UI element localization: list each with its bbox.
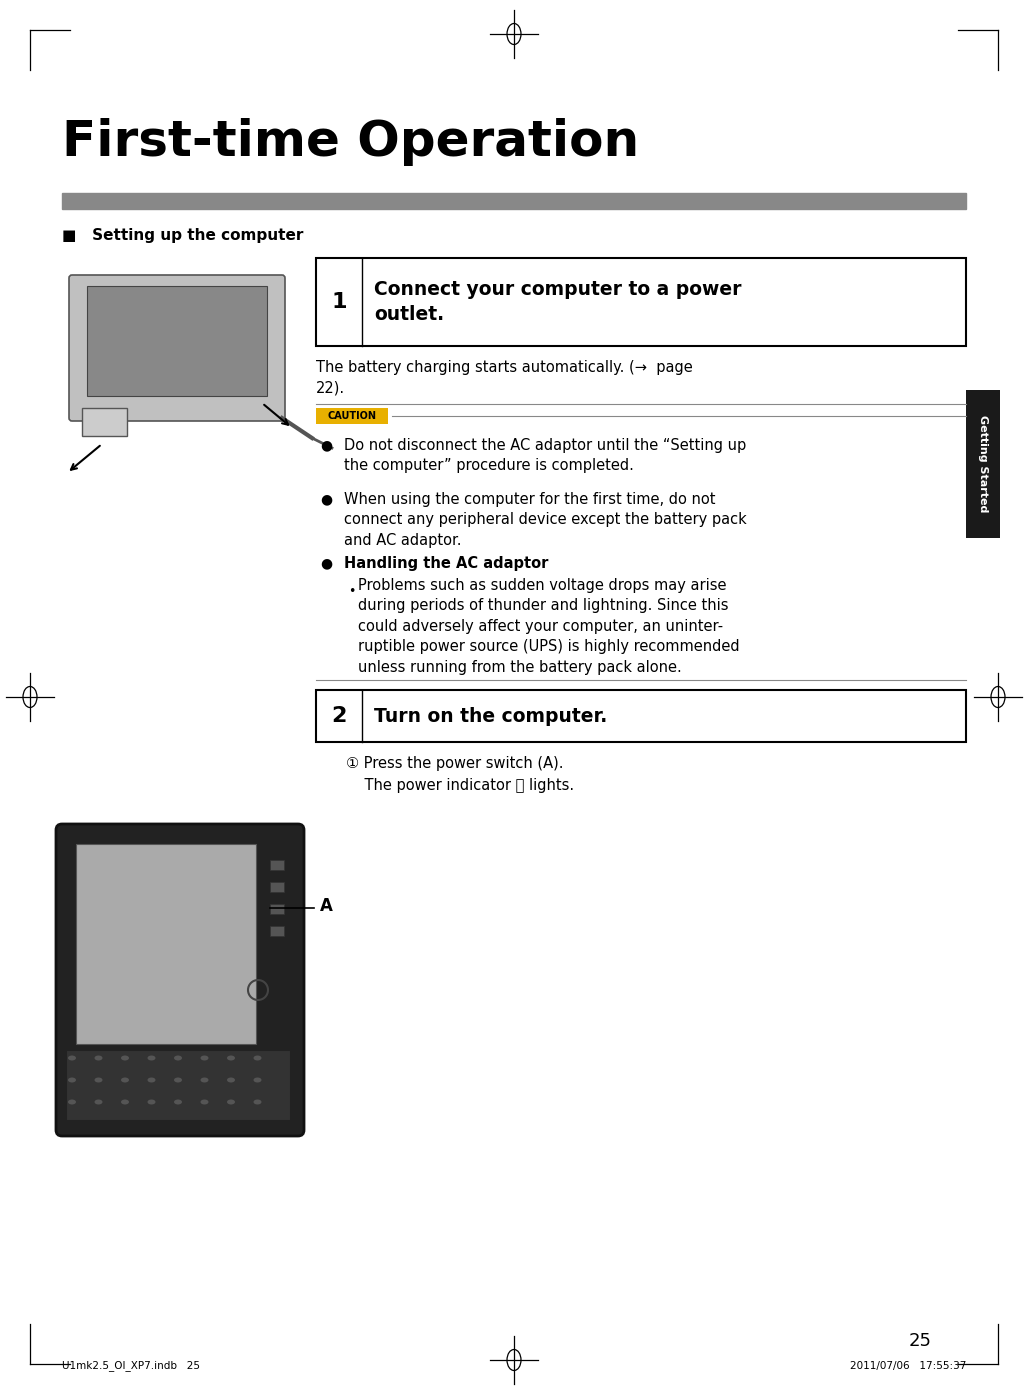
Ellipse shape — [227, 1100, 235, 1104]
Ellipse shape — [254, 1100, 261, 1104]
Text: •: • — [348, 585, 356, 598]
Ellipse shape — [200, 1055, 209, 1061]
Bar — [316, 408, 388, 424]
FancyBboxPatch shape — [69, 275, 285, 421]
Bar — [316, 258, 966, 346]
Text: ●: ● — [320, 438, 332, 452]
Text: ●: ● — [320, 556, 332, 570]
Text: Turn on the computer.: Turn on the computer. — [374, 707, 608, 725]
Ellipse shape — [254, 1055, 261, 1061]
Bar — [270, 860, 284, 870]
Text: First-time Operation: First-time Operation — [62, 118, 639, 166]
Ellipse shape — [147, 1055, 155, 1061]
Text: Connect your computer to a power
outlet.: Connect your computer to a power outlet. — [374, 280, 741, 323]
Ellipse shape — [147, 1078, 155, 1083]
Ellipse shape — [95, 1100, 103, 1104]
Ellipse shape — [68, 1055, 76, 1061]
Ellipse shape — [121, 1055, 128, 1061]
Bar — [316, 690, 966, 742]
Ellipse shape — [68, 1100, 76, 1104]
Bar — [966, 390, 1000, 538]
Text: A: A — [320, 896, 333, 914]
Ellipse shape — [200, 1100, 209, 1104]
Bar — [76, 843, 256, 1044]
Text: U1mk2.5_OI_XP7.indb   25: U1mk2.5_OI_XP7.indb 25 — [62, 1361, 200, 1372]
Text: 2011/07/06   17:55:37: 2011/07/06 17:55:37 — [849, 1361, 966, 1372]
Ellipse shape — [68, 1078, 76, 1083]
Ellipse shape — [121, 1078, 128, 1083]
Text: 2: 2 — [331, 705, 346, 726]
Ellipse shape — [147, 1100, 155, 1104]
Text: ■   Setting up the computer: ■ Setting up the computer — [62, 229, 303, 243]
Bar — [270, 882, 284, 892]
Text: Getting Started: Getting Started — [978, 415, 988, 513]
Text: The battery charging starts automatically. (→  page
22).: The battery charging starts automaticall… — [316, 360, 693, 396]
Ellipse shape — [227, 1078, 235, 1083]
Bar — [62, 192, 966, 209]
Ellipse shape — [95, 1078, 103, 1083]
Bar — [270, 903, 284, 914]
Bar — [82, 408, 127, 436]
Ellipse shape — [95, 1055, 103, 1061]
Text: ●: ● — [320, 492, 332, 506]
Ellipse shape — [200, 1078, 209, 1083]
Ellipse shape — [227, 1055, 235, 1061]
Text: ① Press the power switch (A).: ① Press the power switch (A). — [346, 756, 563, 771]
Text: Problems such as sudden voltage drops may arise
during periods of thunder and li: Problems such as sudden voltage drops ma… — [358, 579, 739, 675]
Bar — [87, 286, 267, 396]
Text: Do not disconnect the AC adaptor until the “Setting up
the computer” procedure i: Do not disconnect the AC adaptor until t… — [344, 438, 746, 474]
Text: The power indicator Ⓟ lights.: The power indicator Ⓟ lights. — [346, 778, 574, 793]
Ellipse shape — [254, 1078, 261, 1083]
Text: 1: 1 — [331, 291, 346, 312]
Text: When using the computer for the first time, do not
connect any peripheral device: When using the computer for the first ti… — [344, 492, 746, 548]
Text: CAUTION: CAUTION — [328, 411, 376, 421]
Bar — [66, 1050, 290, 1119]
Text: 25: 25 — [909, 1333, 931, 1349]
Ellipse shape — [174, 1100, 182, 1104]
Ellipse shape — [121, 1100, 128, 1104]
Bar — [270, 926, 284, 935]
FancyBboxPatch shape — [56, 824, 304, 1136]
Text: Handling the AC adaptor: Handling the AC adaptor — [344, 556, 548, 572]
Ellipse shape — [174, 1078, 182, 1083]
Ellipse shape — [174, 1055, 182, 1061]
